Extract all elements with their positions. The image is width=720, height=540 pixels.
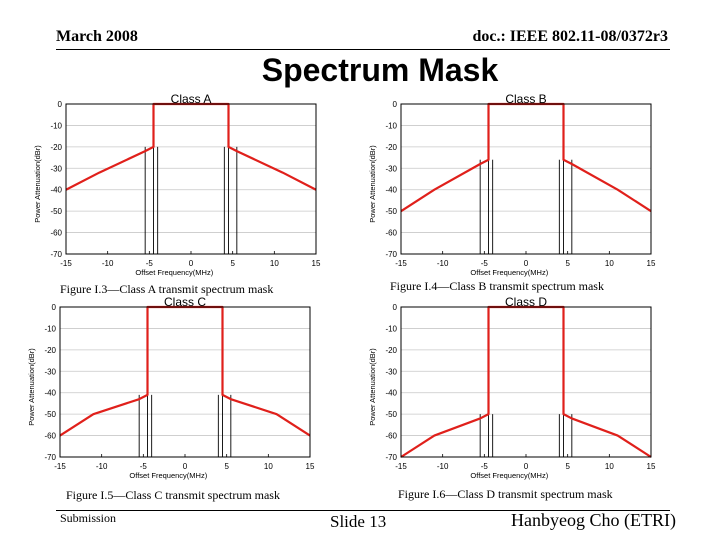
y-tick-label: -10 [385,324,397,333]
y-tick-label: -50 [385,410,397,419]
x-tick-label: 15 [647,259,656,268]
x-tick-label: -5 [146,259,154,268]
y-tick-label: -70 [385,250,397,259]
footer-author: Hanbyeog Cho (ETRI) [511,510,676,530]
header-date: March 2008 [56,28,138,45]
x-tick-label: -15 [395,462,407,471]
x-tick-label: 5 [565,462,570,471]
x-tick-label: 0 [524,462,529,471]
header-doc-id: doc.: IEEE 802.11-08/0372r3 [472,28,668,45]
footer-rule [56,510,670,511]
y-tick-label: -70 [385,453,397,462]
plot-frame [59,306,311,458]
plot-area [66,104,316,254]
y-tick-label: -50 [385,207,397,216]
x-tick-label: 0 [183,462,188,471]
x-tick-label: 15 [647,462,656,471]
x-axis-label: Offset Frequency(MHz) [135,268,213,277]
x-tick-label: -5 [140,462,148,471]
x-axis-label: Offset Frequency(MHz) [470,471,548,480]
chart-title: Class C [164,295,206,309]
page-title: Spectrum Mask [261,52,499,88]
y-tick-label: -30 [50,164,62,173]
chart-class-d: 0-10-20-30-40-50-60-70-15 -10 -5 0 5 10 15Clas… [368,295,656,480]
y-tick-label: -40 [385,389,397,398]
y-tick-label: -40 [50,186,62,195]
y-axis-label: Power Attenuation(dBr) [33,145,42,223]
chart-title: Class B [505,92,546,106]
x-tick-label: 10 [605,259,614,268]
y-tick-label: -20 [50,143,62,152]
x-tick-label: 10 [264,462,273,471]
x-axis-label: Offset Frequency(MHz) [470,268,548,277]
x-tick-label: 10 [270,259,279,268]
y-tick-label: -30 [385,367,397,376]
y-tick-label: -30 [44,367,56,376]
plot-area [60,307,310,457]
chart-class-b: 0-10-20-30-40-50-60-70-15 -10 -5 0 5 10 15Clas… [368,92,656,277]
x-tick-label: 10 [605,462,614,471]
x-tick-label: -10 [96,462,108,471]
x-tick-label: 15 [312,259,321,268]
x-tick-label: -10 [102,259,114,268]
plot-area [401,104,651,254]
y-tick-label: -40 [385,186,397,195]
plot-frame [400,306,652,458]
chart-title: Class D [505,295,547,309]
caption-class-c: Figure I.5—Class C transmit spectrum mas… [66,488,280,502]
y-tick-label: -70 [44,453,56,462]
plot-frame [400,103,652,255]
y-tick-label: -20 [44,346,56,355]
y-axis-label: Power Attenuation(dBr) [368,348,377,426]
x-tick-label: -15 [60,259,72,268]
y-axis-label: Power Attenuation(dBr) [368,145,377,223]
caption-class-b: Figure I.4—Class B transmit spectrum mas… [390,279,604,293]
footer-slide-number: Slide 13 [330,512,387,531]
x-tick-label: -5 [481,259,489,268]
y-tick-label: -60 [385,432,397,441]
y-tick-label: -50 [44,410,56,419]
x-tick-label: -15 [395,259,407,268]
y-tick-label: -30 [385,164,397,173]
chart-class-a: 0-10-20-30-40-50-60-70-15 -10 -5 0 5 10 15Clas… [33,92,321,277]
y-tick-label: 0 [58,100,63,109]
x-tick-label: 5 [230,259,235,268]
chart-title: Class A [171,92,212,106]
x-tick-label: -10 [437,259,449,268]
caption-class-d: Figure I.6—Class D transmit spectrum mas… [398,487,613,501]
x-tick-label: 0 [524,259,529,268]
x-tick-label: 5 [224,462,229,471]
x-tick-label: 15 [306,462,315,471]
plot-frame [65,103,317,255]
y-tick-label: -60 [385,229,397,238]
y-tick-label: -60 [50,229,62,238]
y-tick-label: -20 [385,346,397,355]
y-tick-label: -40 [44,389,56,398]
y-tick-label: -10 [50,121,62,130]
y-tick-label: -10 [44,324,56,333]
x-axis-label: Offset Frequency(MHz) [129,471,207,480]
y-tick-label: -20 [385,143,397,152]
y-tick-label: -70 [50,250,62,259]
y-tick-label: 0 [393,100,398,109]
x-tick-label: 0 [189,259,194,268]
x-tick-label: -15 [54,462,66,471]
y-tick-label: -60 [44,432,56,441]
y-tick-label: -10 [385,121,397,130]
footer-submission: Submission [60,511,117,525]
caption-class-a: Figure I.3—Class A transmit spectrum mas… [60,282,274,296]
x-tick-label: 5 [565,259,570,268]
chart-class-c: 0-10-20-30-40-50-60-70-15 -10 -5 0 5 10 15Clas… [27,295,315,480]
x-tick-label: -5 [481,462,489,471]
y-tick-label: 0 [52,303,57,312]
y-tick-label: -50 [50,207,62,216]
y-axis-label: Power Attenuation(dBr) [27,348,36,426]
y-tick-label: 0 [393,303,398,312]
x-tick-label: -10 [437,462,449,471]
header-rule [56,49,670,50]
